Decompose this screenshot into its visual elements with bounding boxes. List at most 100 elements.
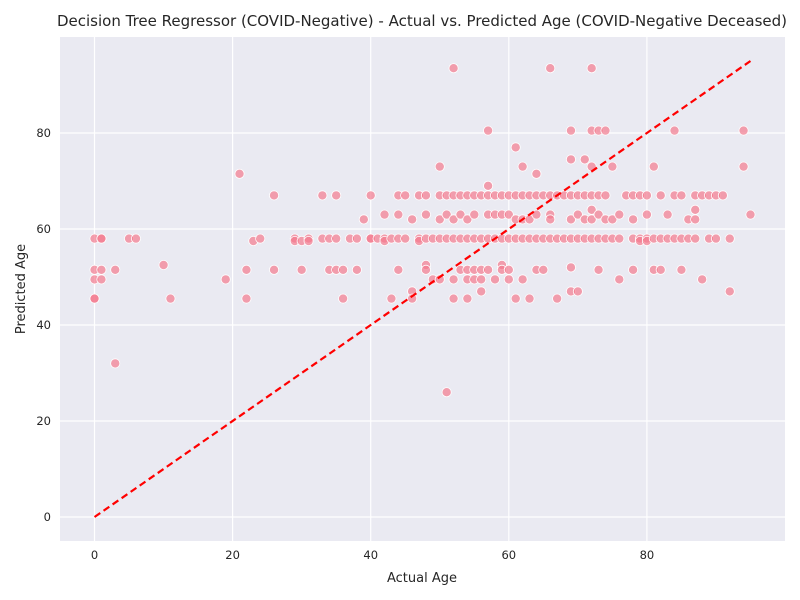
- scatter-point: [586, 214, 597, 225]
- scatter-point: [538, 264, 549, 275]
- scatter-point: [317, 190, 328, 201]
- scatter-point: [296, 264, 307, 275]
- scatter-point: [483, 264, 494, 275]
- scatter-point: [614, 209, 625, 220]
- scatter-point: [96, 264, 107, 275]
- scatter-point: [648, 161, 659, 172]
- scatter-point: [420, 264, 431, 275]
- scatter-point: [96, 274, 107, 285]
- scatter-point: [434, 274, 445, 285]
- scatter-point: [448, 214, 459, 225]
- y-tick-label: 60: [36, 222, 51, 236]
- scatter-point: [545, 214, 556, 225]
- scatter-point: [393, 264, 404, 275]
- scatter-point: [386, 293, 397, 304]
- scatter-point: [158, 259, 169, 270]
- scatter-point: [400, 233, 411, 244]
- scatter-point: [517, 274, 528, 285]
- x-tick-label: 40: [363, 548, 378, 562]
- scatter-point: [565, 125, 576, 136]
- scatter-point: [593, 264, 604, 275]
- scatter-point: [690, 233, 701, 244]
- scatter-point: [724, 286, 735, 297]
- scatter-point: [407, 293, 418, 304]
- scatter-point: [503, 274, 514, 285]
- scatter-point: [676, 190, 687, 201]
- grid-lines: [60, 37, 785, 541]
- scatter-point: [565, 154, 576, 165]
- scatter-point: [455, 209, 466, 220]
- scatter-point: [234, 168, 245, 179]
- y-tick-label: 0: [44, 510, 51, 524]
- scatter-point: [565, 262, 576, 273]
- y-axis-label: Predicted Age: [14, 244, 29, 334]
- scatter-point: [165, 293, 176, 304]
- scatter-point: [503, 209, 514, 220]
- scatter-point: [628, 214, 639, 225]
- chart-title: Decision Tree Regressor (COVID-Negative)…: [57, 12, 787, 30]
- scatter-point: [255, 233, 266, 244]
- scatter-point: [303, 235, 314, 246]
- scatter-point: [669, 125, 680, 136]
- scatter-point: [738, 161, 749, 172]
- scatter-point: [655, 190, 666, 201]
- scatter-point: [614, 233, 625, 244]
- scatter-point: [476, 286, 487, 297]
- scatter-point: [338, 264, 349, 275]
- scatter-point: [462, 293, 473, 304]
- x-tick-label: 20: [225, 548, 240, 562]
- scatter-point: [379, 209, 390, 220]
- scatter-point: [510, 142, 521, 153]
- scatter-point: [420, 209, 431, 220]
- scatter-point: [441, 387, 452, 398]
- x-tick-label: 80: [640, 548, 655, 562]
- scatter-point: [269, 264, 280, 275]
- scatter-point: [96, 233, 107, 244]
- scatter-point: [407, 214, 418, 225]
- scatter-point: [565, 214, 576, 225]
- scatter-point: [476, 274, 487, 285]
- scatter-point: [586, 63, 597, 74]
- scatter-point: [600, 125, 611, 136]
- scatter-point: [483, 180, 494, 191]
- scatter-point: [351, 264, 362, 275]
- scatter-point: [434, 161, 445, 172]
- scatter-point: [448, 293, 459, 304]
- scatter-point: [517, 161, 528, 172]
- scatter-point: [655, 264, 666, 275]
- scatter-point: [110, 264, 121, 275]
- scatter-point: [483, 125, 494, 136]
- scatter-point: [676, 264, 687, 275]
- scatter-point: [710, 233, 721, 244]
- scatter-point: [572, 209, 583, 220]
- scatter-point: [607, 214, 618, 225]
- scatter-points: [89, 63, 756, 398]
- scatter-point: [510, 293, 521, 304]
- scatter-point: [717, 190, 728, 201]
- scatter-point: [89, 293, 100, 304]
- scatter-point: [531, 168, 542, 179]
- scatter-point: [662, 209, 673, 220]
- scatter-point: [641, 190, 652, 201]
- scatter-point: [241, 293, 252, 304]
- scatter-point: [110, 358, 121, 369]
- scatter-point: [600, 190, 611, 201]
- scatter-point: [358, 214, 369, 225]
- scatter-point: [690, 214, 701, 225]
- scatter-point: [586, 204, 597, 215]
- scatter-point: [524, 293, 535, 304]
- y-tick-label: 20: [36, 414, 51, 428]
- scatter-point: [745, 209, 756, 220]
- scatter-point: [400, 190, 411, 201]
- scatter-point: [220, 274, 231, 285]
- scatter-point: [469, 209, 480, 220]
- y-tick-labels: 0 20 40 60 80: [36, 126, 51, 524]
- scatter-point: [365, 190, 376, 201]
- scatter-point: [462, 214, 473, 225]
- scatter-point: [641, 209, 652, 220]
- scatter-point: [690, 204, 701, 215]
- scatter-point: [572, 286, 583, 297]
- scatter-point: [420, 190, 431, 201]
- scatter-point: [338, 293, 349, 304]
